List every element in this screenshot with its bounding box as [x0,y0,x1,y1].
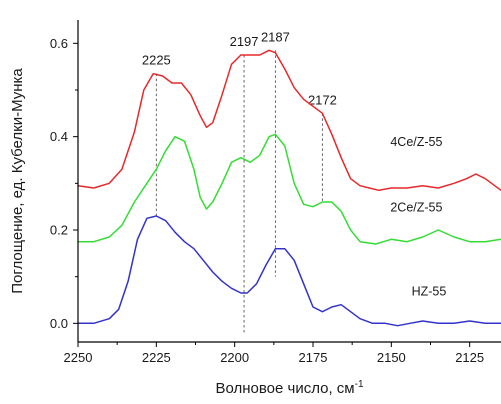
series-line-4ce-z-55 [77,49,501,192]
x-axis-label: Волновое число, см-1 [215,379,363,397]
x-tick-label: 2125 [455,350,484,365]
y-ticks: 0.0 0.2 0.4 0.6 [50,36,78,331]
x-tick-label: 2225 [142,350,171,365]
peak-label: 2197 [230,34,259,49]
y-axis-label: Поглощение, ед. Кубелки-Мунка [9,68,26,294]
series-group [77,49,501,327]
y-tick-label: 0.4 [50,129,68,144]
series-line-hz-55 [77,215,501,327]
peak-label: 2187 [261,29,290,44]
x-tick-label: 2200 [220,350,249,365]
series-line-2ce-z-55 [77,133,501,245]
x-axis-label-superscript: -1 [355,379,364,390]
series-annotations: 4Ce/Z-55 2Ce/Z-55 HZ-55 [390,135,446,298]
x-tick-label: 2150 [377,350,406,365]
peak-label: 2172 [308,92,337,107]
y-tick-label: 0.6 [50,36,68,51]
x-axis-label-text: Волновое число, см [215,380,354,397]
y-tick-label: 0.0 [50,316,68,331]
peak-markers: 2225 2197 2187 2172 [142,29,337,333]
x-tick-label: 2250 [64,350,93,365]
peak-label: 2225 [142,53,171,68]
series-annotation: 4Ce/Z-55 [390,135,442,149]
x-tick-label: 2175 [299,350,328,365]
x-ticks: 2250 2225 2200 2175 2150 2125 [64,342,484,365]
y-tick-label: 0.2 [50,223,68,238]
series-annotation: HZ-55 [412,284,447,298]
series-annotation: 2Ce/Z-55 [390,200,442,214]
